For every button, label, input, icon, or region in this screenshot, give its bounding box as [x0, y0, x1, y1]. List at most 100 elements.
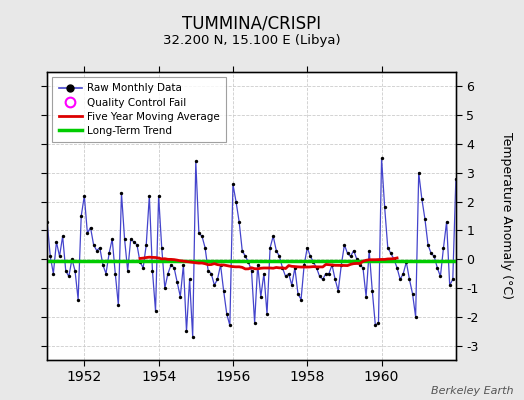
- Point: [411, 314, 420, 320]
- Point: [86, 224, 95, 231]
- Point: [213, 276, 222, 282]
- Point: [198, 233, 206, 239]
- Point: [59, 233, 67, 239]
- Point: [74, 296, 82, 303]
- Point: [257, 294, 265, 300]
- Point: [312, 265, 321, 271]
- Point: [99, 262, 107, 268]
- Point: [452, 175, 460, 182]
- Point: [167, 262, 175, 268]
- Point: [111, 270, 119, 277]
- Point: [80, 193, 89, 199]
- Point: [260, 270, 268, 277]
- Point: [179, 262, 188, 268]
- Point: [127, 236, 135, 242]
- Point: [297, 296, 305, 303]
- Point: [483, 276, 491, 282]
- Point: [278, 265, 287, 271]
- Point: [49, 270, 58, 277]
- Point: [108, 236, 116, 242]
- Point: [368, 288, 376, 294]
- Point: [114, 302, 123, 308]
- Point: [254, 262, 262, 268]
- Point: [223, 311, 231, 317]
- Point: [319, 276, 327, 282]
- Point: [185, 276, 194, 282]
- Point: [449, 276, 457, 282]
- Point: [158, 244, 166, 251]
- Point: [232, 198, 240, 205]
- Point: [195, 230, 203, 236]
- Point: [148, 268, 157, 274]
- Point: [207, 270, 215, 277]
- Point: [201, 244, 209, 251]
- Point: [384, 244, 392, 251]
- Point: [151, 308, 160, 314]
- Point: [334, 288, 342, 294]
- Point: [136, 259, 144, 265]
- Point: [445, 282, 454, 288]
- Point: [303, 244, 311, 251]
- Point: [288, 282, 296, 288]
- Point: [64, 273, 73, 280]
- Y-axis label: Temperature Anomaly (°C): Temperature Anomaly (°C): [499, 132, 512, 300]
- Point: [210, 282, 219, 288]
- Point: [272, 247, 280, 254]
- Point: [371, 322, 379, 329]
- Point: [315, 273, 324, 280]
- Point: [439, 244, 447, 251]
- Point: [235, 218, 243, 225]
- Point: [470, 265, 478, 271]
- Point: [356, 262, 364, 268]
- Point: [424, 242, 432, 248]
- Point: [402, 259, 410, 265]
- Point: [61, 268, 70, 274]
- Point: [226, 322, 234, 329]
- Point: [275, 253, 283, 260]
- Point: [405, 276, 413, 282]
- Point: [170, 265, 178, 271]
- Point: [124, 268, 132, 274]
- Point: [102, 270, 110, 277]
- Point: [458, 201, 466, 208]
- Text: Berkeley Earth: Berkeley Earth: [431, 386, 514, 396]
- Point: [393, 265, 401, 271]
- Point: [331, 276, 340, 282]
- Point: [421, 216, 429, 222]
- Point: [414, 170, 423, 176]
- Point: [455, 181, 463, 188]
- Point: [442, 218, 451, 225]
- Point: [263, 311, 271, 317]
- Point: [436, 273, 444, 280]
- Point: [173, 279, 181, 286]
- Point: [343, 250, 352, 257]
- Point: [241, 253, 249, 260]
- Point: [306, 253, 314, 260]
- Point: [229, 181, 237, 188]
- Point: [340, 242, 348, 248]
- Point: [269, 233, 277, 239]
- Point: [90, 242, 98, 248]
- Point: [266, 244, 274, 251]
- Point: [52, 239, 61, 245]
- Point: [309, 259, 318, 265]
- Point: [328, 262, 336, 268]
- Point: [43, 218, 51, 225]
- Point: [294, 290, 302, 297]
- Point: [204, 268, 212, 274]
- Point: [46, 253, 54, 260]
- Legend: Raw Monthly Data, Quality Control Fail, Five Year Moving Average, Long-Term Tren: Raw Monthly Data, Quality Control Fail, …: [52, 77, 226, 142]
- Point: [473, 270, 482, 277]
- Point: [71, 268, 79, 274]
- Point: [430, 253, 439, 260]
- Point: [247, 268, 256, 274]
- Point: [121, 236, 129, 242]
- Point: [68, 256, 76, 262]
- Point: [325, 270, 333, 277]
- Point: [281, 273, 290, 280]
- Point: [396, 276, 405, 282]
- Point: [139, 265, 147, 271]
- Point: [105, 250, 113, 257]
- Point: [244, 259, 253, 265]
- Point: [182, 328, 191, 334]
